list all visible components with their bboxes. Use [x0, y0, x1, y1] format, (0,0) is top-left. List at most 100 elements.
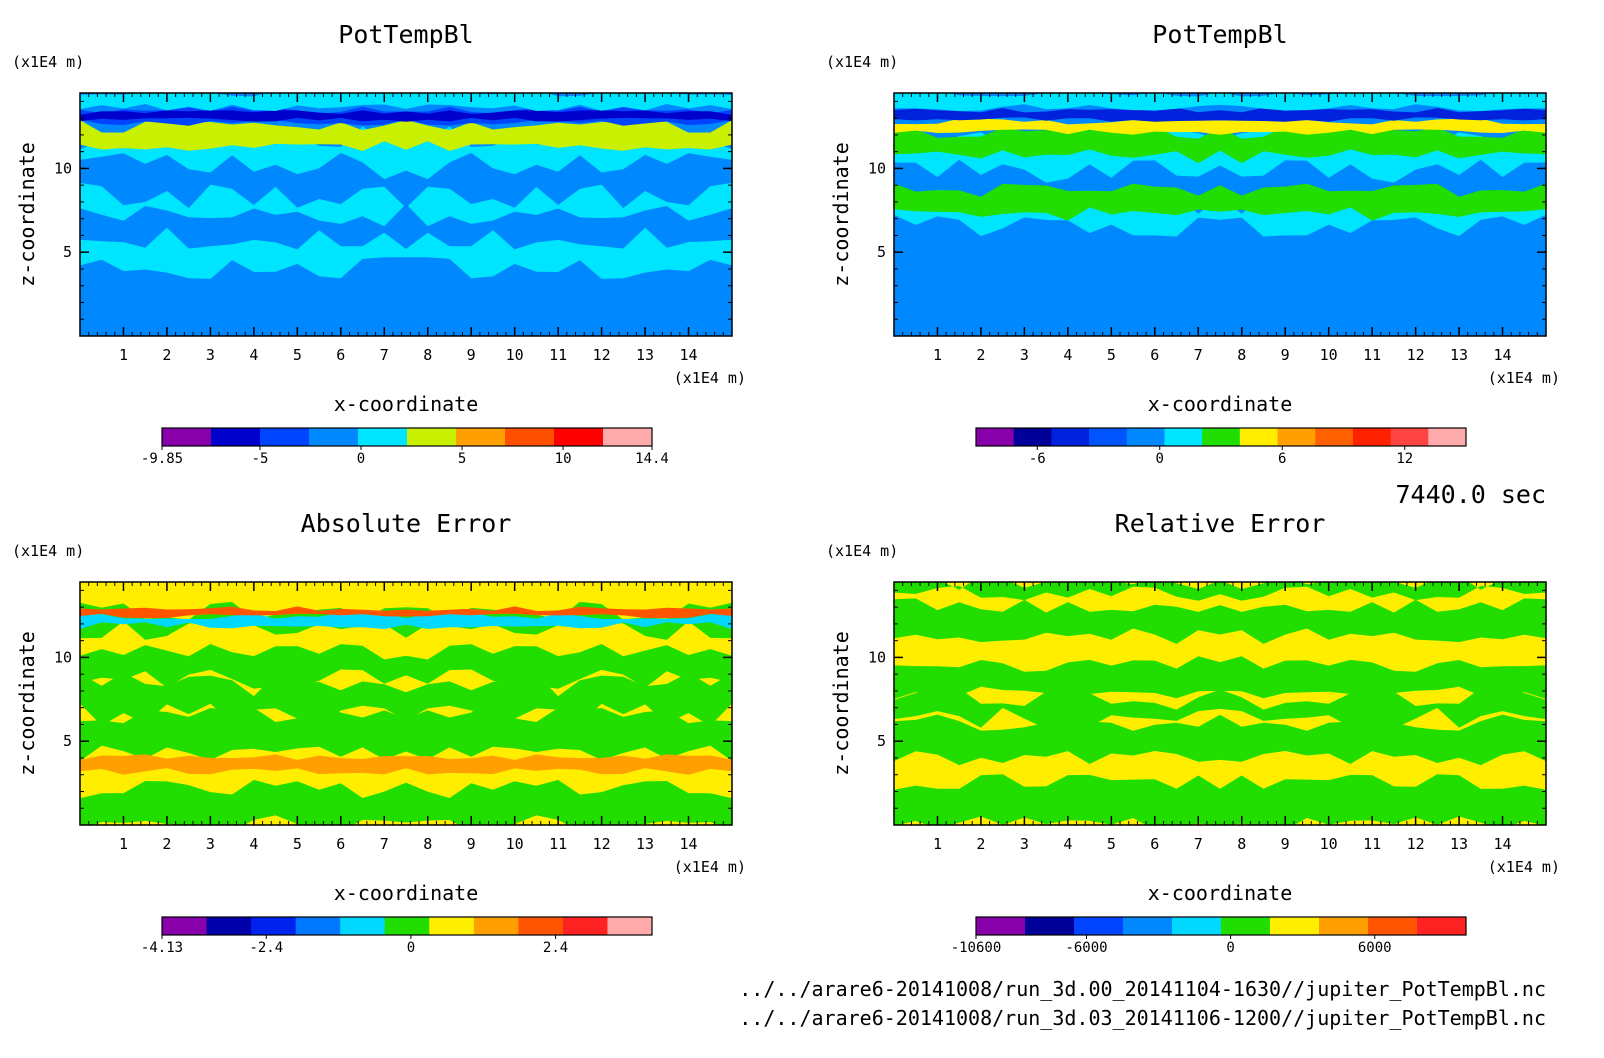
colorbar-swatch	[603, 428, 653, 446]
colorbar-swatch	[518, 917, 564, 935]
chart-title: Absolute Error	[301, 509, 512, 538]
chart-panel-1: PotTempBl(x1E4 m)1 2 3 4 5 6 7 8 9 10 11 12 13 14510(…	[12, 20, 746, 467]
x-tick-label: 8	[1237, 835, 1246, 853]
x-tick-label: 8	[423, 835, 432, 853]
colorbar-tick-label: -5	[252, 451, 269, 467]
colorbar-swatch	[162, 917, 208, 935]
contour-band	[894, 656, 1546, 699]
colorbar-swatch	[260, 428, 310, 446]
colorbar: -10600 -6000 0 6000	[951, 916, 1467, 956]
chart-panel-2: PotTempBl(x1E4 m)1 2 3 4 5 6 7 8 9 10 11 12 13 14510(…	[826, 20, 1560, 467]
x-tick-label: 6	[336, 346, 345, 364]
colorbar-frame	[975, 916, 1467, 936]
colorbar-swatch	[251, 917, 297, 935]
contour-band	[894, 183, 1546, 221]
x-tick-label: 12	[1407, 835, 1425, 853]
x-tick-label: 6	[1150, 346, 1159, 364]
colorbar-swatch	[1352, 428, 1392, 446]
colorbar-swatch	[1172, 917, 1222, 935]
time-label: 7440.0 sec	[1395, 480, 1546, 509]
contour-band	[894, 714, 1546, 766]
x-axis-label: x-coordinate	[334, 392, 479, 416]
colorbar-swatch	[562, 917, 608, 935]
y-tick-label: 10	[868, 159, 886, 177]
x-tick-label: 12	[593, 835, 611, 853]
colorbar-swatch	[295, 917, 341, 935]
chart-title: PotTempBl	[338, 20, 473, 49]
x-tick-label: 8	[423, 346, 432, 364]
x-tick-label: 10	[1320, 835, 1338, 853]
x-tick-label: 1	[933, 346, 942, 364]
colorbar: -9.85 -5 0 5 10 14.4	[141, 427, 669, 467]
contour-band	[80, 120, 732, 151]
x-tick-label: 2	[976, 835, 985, 853]
colorbar-tick-label: 2.4	[543, 940, 568, 956]
colorbar-swatch	[1239, 428, 1279, 446]
colorbar-tick-label: -4.13	[141, 940, 183, 956]
x-tick-label: 9	[1281, 346, 1290, 364]
x-axis-label: x-coordinate	[334, 881, 479, 905]
x-tick-label: 5	[293, 346, 302, 364]
x-tick-label: 9	[467, 346, 476, 364]
contour-band	[894, 107, 1546, 122]
contour-field	[894, 93, 1546, 336]
colorbar-tick-label: 10	[555, 451, 572, 467]
x-tick-label: 7	[380, 346, 389, 364]
x-tick-label: 6	[336, 835, 345, 853]
colorbar-tick-label: -9.85	[141, 451, 183, 467]
x-tick-label: 13	[1450, 346, 1468, 364]
x-tick-label: 1	[933, 835, 942, 853]
x-tick-label: 14	[680, 346, 698, 364]
x-tick-label: 10	[506, 346, 524, 364]
x-tick-label: 10	[1320, 346, 1338, 364]
x-axis-label: x-coordinate	[1148, 881, 1293, 905]
x-tick-label: 6	[1150, 835, 1159, 853]
x-tick-label: 13	[636, 346, 654, 364]
colorbar-swatch	[456, 428, 506, 446]
y-axis-label: z-coordinate	[829, 142, 853, 287]
x-tick-label: 2	[976, 346, 985, 364]
x-tick-label: 1	[119, 346, 128, 364]
x-tick-label: 13	[636, 835, 654, 853]
x-tick-label: 9	[467, 835, 476, 853]
colorbar-swatch	[211, 428, 261, 446]
contour-field	[894, 582, 1546, 825]
chart-panel-4: Relative Error(x1E4 m)1 2 3 4 5 6 7 8 9 10 11 12 13 1…	[826, 509, 1560, 956]
colorbar-swatch	[1368, 917, 1418, 935]
x-tick-label: 7	[380, 835, 389, 853]
contour-band	[894, 687, 1546, 729]
colorbar-swatch	[162, 428, 212, 446]
colorbar-swatch	[976, 428, 1015, 446]
x-tick-label: 7	[1194, 346, 1203, 364]
x-tick-label: 11	[549, 346, 567, 364]
colorbar-swatch	[340, 917, 386, 935]
x-tick-label: 5	[293, 835, 302, 853]
y-unit-label: (x1E4 m)	[826, 542, 898, 560]
x-tick-label: 2	[162, 835, 171, 853]
contour-band	[80, 672, 732, 727]
x-tick-label: 9	[1281, 835, 1290, 853]
x-tick-label: 7	[1194, 835, 1203, 853]
colorbar-tick-label: 0	[1226, 940, 1234, 956]
colorbar-swatch	[206, 917, 252, 935]
colorbar-tick-label: -6	[1029, 451, 1046, 467]
x-tick-label: 11	[1363, 835, 1381, 853]
contour-band	[80, 612, 732, 630]
colorbar-tick-label: -10600	[951, 940, 1002, 956]
y-tick-label: 5	[63, 243, 72, 261]
colorbar-tick-label: 0	[1156, 451, 1164, 467]
colorbar-swatch	[473, 917, 519, 935]
y-tick-label: 5	[63, 732, 72, 750]
colorbar-swatch	[429, 917, 475, 935]
x-axis-label: x-coordinate	[1148, 392, 1293, 416]
x-tick-label: 8	[1237, 346, 1246, 364]
colorbar-tick-label: 0	[357, 451, 365, 467]
x-unit-label: (x1E4 m)	[1488, 858, 1560, 876]
colorbar-swatch	[554, 428, 604, 446]
contour-band	[80, 606, 732, 619]
y-axis-label: z-coordinate	[15, 142, 39, 287]
x-unit-label: (x1E4 m)	[1488, 369, 1560, 387]
colorbar-tick-label: 6	[1278, 451, 1286, 467]
y-tick-label: 5	[877, 243, 886, 261]
x-tick-label: 12	[593, 346, 611, 364]
